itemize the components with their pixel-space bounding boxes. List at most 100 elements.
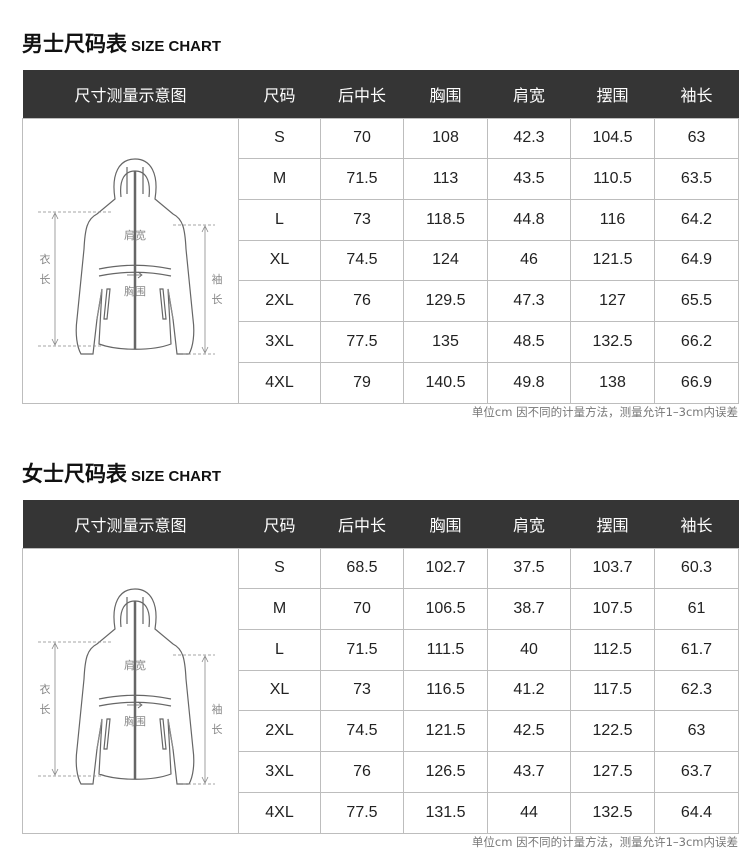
size-cell: XL bbox=[238, 669, 321, 712]
chart-title: 男士尺码表 SIZE CHART bbox=[22, 28, 221, 58]
measurement-cell: 63 bbox=[654, 117, 739, 160]
measurement-cell: 44.8 bbox=[487, 198, 571, 241]
measurement-cell: 116.5 bbox=[403, 669, 488, 712]
measurement-cell: 132.5 bbox=[570, 791, 655, 834]
measurement-cell: 76 bbox=[320, 751, 404, 793]
title-cn: 男士尺码表 bbox=[22, 32, 127, 56]
measurement-cell: 63.7 bbox=[654, 751, 739, 793]
column-header: 摆围 bbox=[570, 500, 655, 548]
size-cell: XL bbox=[238, 239, 321, 282]
measurement-cell: 116 bbox=[570, 198, 655, 241]
measurement-cell: 121.5 bbox=[570, 239, 655, 282]
table-row: 2XL 76 129.5 47.3 127 65.5 bbox=[23, 280, 739, 323]
measurement-cell: 124 bbox=[403, 239, 488, 282]
size-cell: 2XL bbox=[238, 280, 321, 323]
measurement-cell: 102.7 bbox=[403, 547, 488, 590]
measurement-cell: 132.5 bbox=[570, 321, 655, 363]
measurement-cell: 76 bbox=[320, 280, 404, 323]
measurement-cell: 43.7 bbox=[487, 751, 571, 793]
sleeve-label: 袖 bbox=[212, 702, 223, 716]
measurement-cell: 64.9 bbox=[654, 239, 739, 282]
column-header: 胸围 bbox=[403, 500, 488, 548]
measurement-cell: 66.2 bbox=[654, 321, 739, 363]
column-header: 后中长 bbox=[320, 500, 404, 548]
measurement-cell: 106.5 bbox=[403, 588, 488, 630]
table-row: 2XL 74.5 121.5 42.5 122.5 63 bbox=[23, 710, 739, 753]
measurement-cell: 49.8 bbox=[487, 361, 571, 404]
measurement-cell: 112.5 bbox=[570, 628, 655, 671]
chest-label: 胸围 bbox=[124, 284, 146, 298]
measurement-cell: 131.5 bbox=[403, 791, 488, 834]
size-cell: S bbox=[238, 547, 321, 590]
measurement-cell: 63 bbox=[654, 710, 739, 753]
measurement-cell: 42.5 bbox=[487, 710, 571, 753]
column-header: 袖长 bbox=[654, 500, 739, 548]
table-row: 4XL 79 140.5 49.8 138 66.9 bbox=[23, 361, 739, 404]
measurement-cell: 104.5 bbox=[570, 117, 655, 160]
jacket-measurement-diagram: 肩宽 胸围 衣 长 袖 长 bbox=[38, 587, 223, 785]
measurement-cell: 70 bbox=[320, 117, 404, 160]
measurement-note: 单位cm 因不同的计量方法，测量允许1–3cm内误差 bbox=[471, 405, 738, 419]
measurement-cell: 65.5 bbox=[654, 280, 739, 323]
header-row: 尺寸测量示意图 尺码 后中长 胸围 肩宽 摆围 袖长 bbox=[22, 500, 739, 548]
size-cell: 4XL bbox=[238, 791, 321, 834]
measurement-cell: 62.3 bbox=[654, 669, 739, 712]
measurement-cell: 38.7 bbox=[487, 588, 571, 630]
measurement-cell: 118.5 bbox=[403, 198, 488, 241]
sleeve-label-2: 长 bbox=[212, 293, 223, 306]
measurement-cell: 61 bbox=[654, 588, 739, 630]
size-cell: 2XL bbox=[238, 710, 321, 753]
measurement-cell: 117.5 bbox=[570, 669, 655, 712]
chart-title: 女士尺码表 SIZE CHART bbox=[22, 458, 221, 488]
length-label-2: 长 bbox=[40, 703, 51, 716]
measurement-cell: 44 bbox=[487, 791, 571, 834]
measurement-cell: 71.5 bbox=[320, 628, 404, 671]
header-row: 尺寸测量示意图 尺码 后中长 胸围 肩宽 摆围 袖长 bbox=[22, 70, 739, 118]
measurement-cell: 73 bbox=[320, 669, 404, 712]
size-table: 尺寸测量示意图 尺码 后中长 胸围 肩宽 摆围 袖长 肩宽 胸围 衣 长 袖 长 S 70 10… bbox=[22, 70, 739, 404]
measurement-cell: 121.5 bbox=[403, 710, 488, 753]
title-en: SIZE CHART bbox=[131, 468, 221, 485]
size-cell: 4XL bbox=[238, 361, 321, 404]
length-label: 衣 bbox=[40, 682, 51, 696]
measurement-note: 单位cm 因不同的计量方法，测量允许1–3cm内误差 bbox=[471, 835, 738, 849]
title-cn: 女士尺码表 bbox=[22, 462, 127, 486]
table-row: XL 74.5 124 46 121.5 64.9 bbox=[23, 239, 739, 282]
title-en: SIZE CHART bbox=[131, 38, 221, 55]
measurement-cell: 46 bbox=[487, 239, 571, 282]
column-header: 后中长 bbox=[320, 70, 404, 118]
jacket-measurement-diagram: 肩宽 胸围 衣 长 袖 长 bbox=[38, 157, 223, 355]
size-cell: S bbox=[238, 117, 321, 160]
measurement-cell: 48.5 bbox=[487, 321, 571, 363]
measurement-cell: 42.3 bbox=[487, 117, 571, 160]
column-header: 袖长 bbox=[654, 70, 739, 118]
measurement-cell: 74.5 bbox=[320, 239, 404, 282]
measurement-cell: 66.9 bbox=[654, 361, 739, 404]
chest-label: 胸围 bbox=[124, 714, 146, 728]
measurement-cell: 61.7 bbox=[654, 628, 739, 671]
measurement-cell: 60.3 bbox=[654, 547, 739, 590]
table-row: 3XL 76 126.5 43.7 127.5 63.7 bbox=[23, 751, 739, 793]
length-label: 衣 bbox=[40, 252, 51, 266]
shoulder-label: 肩宽 bbox=[124, 658, 146, 672]
measurement-cell: 110.5 bbox=[570, 158, 655, 200]
column-header: 尺寸测量示意图 bbox=[22, 500, 239, 548]
measurement-cell: 64.4 bbox=[654, 791, 739, 834]
column-header: 尺寸测量示意图 bbox=[22, 70, 239, 118]
measurement-cell: 103.7 bbox=[570, 547, 655, 590]
measurement-cell: 77.5 bbox=[320, 791, 404, 834]
diagram-cell: 肩宽 胸围 衣 长 袖 长 bbox=[22, 547, 239, 834]
column-header: 摆围 bbox=[570, 70, 655, 118]
measurement-cell: 138 bbox=[570, 361, 655, 404]
sleeve-label: 袖 bbox=[212, 272, 223, 286]
size-cell: M bbox=[238, 588, 321, 630]
measurement-cell: 37.5 bbox=[487, 547, 571, 590]
size-cell: 3XL bbox=[238, 321, 321, 363]
measurement-cell: 127.5 bbox=[570, 751, 655, 793]
measurement-cell: 63.5 bbox=[654, 158, 739, 200]
measurement-cell: 64.2 bbox=[654, 198, 739, 241]
measurement-cell: 140.5 bbox=[403, 361, 488, 404]
measurement-cell: 107.5 bbox=[570, 588, 655, 630]
column-header: 胸围 bbox=[403, 70, 488, 118]
diagram-cell: 肩宽 胸围 衣 长 袖 长 bbox=[22, 117, 239, 404]
